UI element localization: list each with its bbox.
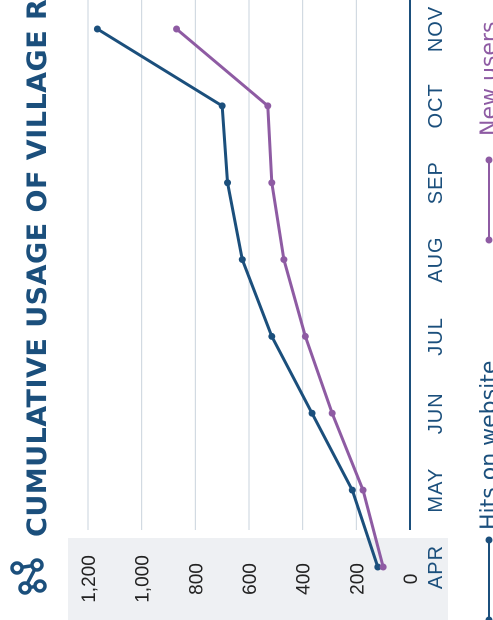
data-point-series-0	[238, 256, 246, 264]
y-tick-label: 600	[240, 563, 261, 595]
data-point-series-0	[374, 563, 382, 571]
data-point-series-0	[218, 102, 226, 110]
series-line-0	[96, 27, 380, 568]
legend-item-hits: Hits on website	[477, 361, 493, 620]
x-tick-label: AUG	[425, 236, 447, 282]
data-point-series-0	[308, 409, 316, 417]
y-tick-label: 200	[347, 563, 368, 595]
data-point-series-0	[224, 179, 232, 187]
ytick-background	[68, 538, 448, 620]
x-tick-label: SEP	[425, 161, 447, 204]
data-point-series-0	[93, 25, 101, 33]
x-tick-label: JUN	[425, 392, 447, 434]
series-lines	[93, 25, 387, 571]
x-tick-label: OCT	[425, 83, 447, 128]
x-axis-ticks: APR MAY JUN JUL AUG SEP OCT NOV	[425, 6, 447, 589]
legend: Hits on website New users	[477, 22, 493, 620]
line-chart-icon	[10, 558, 47, 595]
y-axis-ticks: 0 200 400 600 800 1,000 1,200	[79, 555, 422, 603]
data-point-series-0	[348, 486, 356, 494]
x-tick-label: NOV	[425, 6, 447, 52]
legend-item-new-users: New users	[477, 22, 493, 244]
series-line-1	[175, 27, 385, 568]
data-point-series-1	[379, 563, 387, 571]
legend-label-hits: Hits on website	[477, 361, 493, 530]
data-point-series-1	[301, 332, 309, 340]
y-tick-label: 1,200	[79, 555, 100, 603]
y-tick-label: 0	[401, 574, 422, 585]
data-point-series-1	[359, 486, 367, 494]
data-point-series-1	[280, 256, 288, 264]
data-point-series-1	[264, 102, 272, 110]
x-tick-label: MAY	[425, 468, 447, 513]
y-tick-label: 1,000	[133, 555, 154, 603]
data-point-series-1	[173, 25, 181, 33]
chart-title: CUMULATIVE USAGE OF VILLAGE RESOURCES	[22, 0, 53, 537]
x-tick-label: JUL	[425, 317, 447, 356]
data-point-series-1	[268, 179, 276, 187]
y-tick-label: 400	[294, 563, 315, 595]
y-tick-label: 800	[186, 563, 207, 595]
ytick-band	[60, 0, 493, 620]
data-point-series-1	[328, 409, 336, 417]
x-tick-label: APR	[425, 545, 447, 589]
legend-label-new-users: New users	[477, 22, 493, 136]
data-point-series-0	[268, 332, 276, 340]
